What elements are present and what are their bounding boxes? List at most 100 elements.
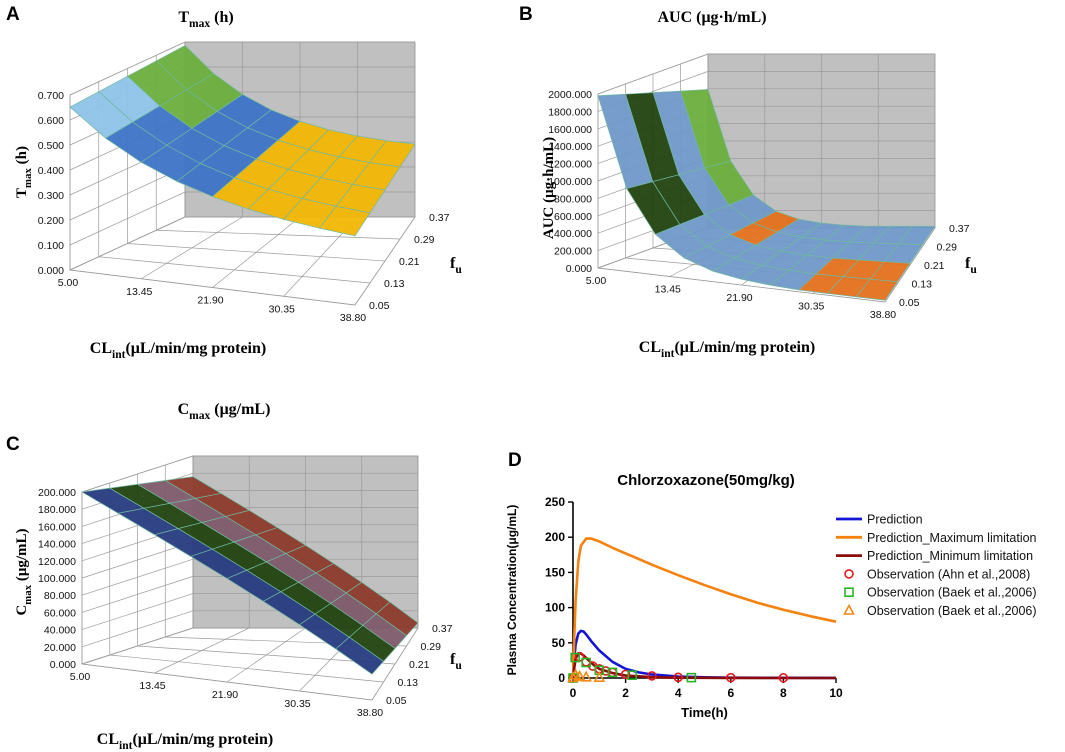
series-line [571,652,836,680]
legend-label: Prediction_Minimum limitation [867,549,1033,563]
x-tick-label: 21.90 [726,292,752,304]
legend-swatch [844,587,854,598]
y-tick-label: 80.000 [44,590,76,602]
depth-tick-label: 0.05 [369,300,390,312]
x-tick-label: 30.35 [798,301,824,313]
y-axis-label: Plasma Concentration(μg/mL) [505,505,519,676]
y-tick-label: 0.000 [38,265,64,277]
x-tick-label: 6 [727,686,734,700]
data-point [673,672,684,683]
surface-patch [318,205,371,237]
y-tick-label: 200.000 [38,487,76,499]
legend-label: Prediction_Maximum limitation [867,531,1037,545]
x-axis-label: CLint(μL/min/mg protein) [639,339,815,360]
y-tick-label: 1400.000 [548,141,592,153]
floor-gridline [127,243,386,262]
legend-label: Observation (Baek et al.,2006) [867,604,1037,618]
x-tick-label: 21.90 [197,295,223,307]
depth-tick-label: 0.13 [398,677,419,689]
x-tick-label: 10 [829,686,843,700]
y-tick-label: 0.200 [38,215,64,227]
panel-letter: A [6,4,20,25]
y-tick-label: 400.000 [554,228,592,240]
floor-gridline [81,663,373,701]
x-tick-label: 5.00 [586,275,607,287]
x-axis-label: Time(h) [681,705,728,720]
depth-tick-label: 0.29 [937,242,958,254]
y-tick-label: 120.000 [38,556,76,568]
panel-a: A Tmax (h) 0.000 0.100 0.200 0.300 0.400 0.500 0… [6,4,462,361]
legend-label: Observation (Baek et al.,2006) [867,586,1037,600]
y-tick-label: 0.000 [566,263,592,275]
depth-tick-label: 0.37 [949,223,970,235]
depth-tick-label: 0.21 [924,260,945,272]
legend-item: Observation (Baek et al.,2006) [844,586,1037,600]
depth-tick-label: 0.37 [432,623,453,635]
y-tick-label: 2000.000 [548,89,592,101]
panel-letter: D [508,450,522,471]
y-tick-label: 1600.000 [548,124,592,136]
y-tick-label: 20.000 [44,642,76,654]
panel-letter: C [6,434,20,455]
floor-gridline [69,269,356,306]
y-axis-label: Cmax (μg/mL) [14,528,34,615]
y-tick-label: 1000.000 [548,176,592,188]
floor-gridline [156,229,401,240]
panel-letter: B [519,4,533,25]
depth-tick-label: 0.21 [409,659,430,671]
depth-tick-label: 0.21 [399,256,420,268]
x-tick-label: 30.35 [269,303,295,315]
depth-tick-label: 0.05 [386,695,407,707]
y-tick-label: 250 [545,495,565,509]
y-tick-label: 50 [552,636,566,650]
surface-patch [855,278,899,301]
x-tick-label: 13.45 [139,680,165,692]
y-tick-label: 60.000 [44,607,76,619]
floor-gridline [597,267,886,303]
x-tick-label: 13.45 [655,284,681,296]
floor-gridline [98,256,371,284]
y-tick-label: 0.400 [38,165,64,177]
surface-patch [335,636,385,675]
panel-c: C Cmax (μg/mL) 0.000 20.000 40.000 60.000 80.0… [6,401,462,752]
x-tick-label: 5.00 [70,671,91,683]
y-tick-label: 0.600 [38,115,64,127]
y-tick-label: 0 [558,671,565,685]
legend-item: Prediction_Maximum limitation [836,531,1037,545]
y-tick-label: 0.000 [50,659,76,671]
legend-item: Prediction [836,513,923,527]
y-tick-label: 0.500 [38,140,64,152]
y-tick-label: 140.000 [38,539,76,551]
x-tick-label: 21.90 [212,689,238,701]
floor-gridline [137,645,396,665]
x-tick-label: 38.80 [340,312,366,324]
data-point [778,673,789,683]
y-tick-label: 1200.000 [548,159,592,171]
depth-tick-label: 0.29 [414,234,435,246]
x-tick-label: 5.00 [58,277,79,289]
y-tick-label: 0.300 [38,190,64,202]
depth-axis-label: fu [450,651,462,672]
series-1 [571,537,837,679]
depth-tick-label: 0.37 [429,212,450,224]
data-point [581,657,591,668]
series-line [571,629,837,680]
y-tick-label: 0.700 [38,90,64,102]
legend-label: Observation (Ahn et al.,2008) [867,567,1030,581]
legend-item: Observation (Baek et al.,2006) [843,603,1037,618]
depth-tick-label: 0.05 [899,297,920,309]
y-tick-label: 40.000 [44,625,76,637]
data-point [570,652,580,663]
y-tick-label: 0.100 [38,240,64,252]
y-tick-label: 1800.000 [548,106,592,118]
y-tick-label: 200.000 [554,246,592,258]
depth-axis-label: fu [965,255,977,276]
y-tick-label: 800.000 [554,193,592,205]
chart-title: Cmax (μg/mL) [178,401,271,422]
floor-gridline [109,654,384,683]
x-tick-label: 2 [622,686,629,700]
legend-label: Prediction [867,513,923,527]
x-tick-label: 38.80 [870,309,896,321]
